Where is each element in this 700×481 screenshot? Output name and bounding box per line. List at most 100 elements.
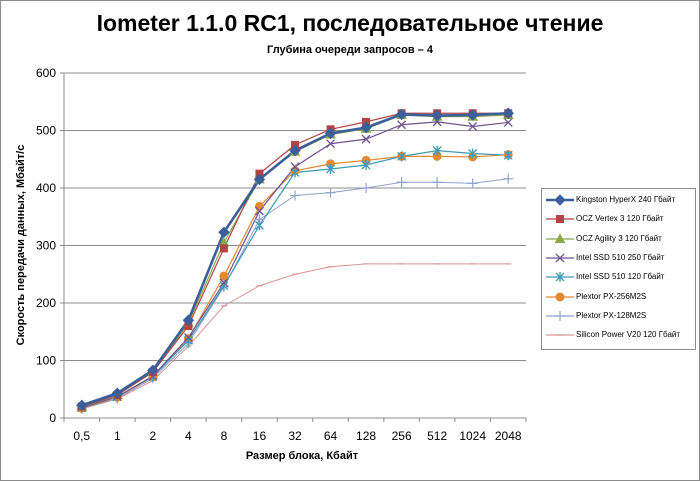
x-axis-label: Размер блока, Кбайт <box>245 450 359 462</box>
chart-subtitle: Глубина очереди запросов – 4 <box>267 44 433 56</box>
data-point <box>467 178 478 189</box>
data-point <box>503 150 513 161</box>
data-point <box>218 226 230 238</box>
legend-item: Plextor PX-256M2S <box>542 290 695 304</box>
legend-marker <box>554 194 566 206</box>
legend: Kingston HyperX 240 Гбайт OCZ Vertex 3 12… <box>541 188 696 350</box>
data-point <box>503 173 514 184</box>
x-tick-label: 64 <box>324 429 338 443</box>
y-tick-label: 0 <box>49 411 56 425</box>
x-tick-label: 16 <box>253 429 267 443</box>
data-point <box>76 399 88 412</box>
axes <box>60 72 527 422</box>
data-point <box>397 151 407 162</box>
y-tick-label: 300 <box>36 239 56 253</box>
legend-item: Plextor PX-128M2S <box>542 309 695 323</box>
data-point <box>254 201 264 211</box>
data-point <box>182 314 195 326</box>
data-point <box>290 162 300 172</box>
legend-marker <box>555 292 565 301</box>
data-point <box>255 206 264 216</box>
data-point <box>397 120 407 130</box>
legend-marker <box>555 272 565 283</box>
data-point <box>147 364 159 376</box>
series-line <box>81 114 509 408</box>
data-point <box>361 160 371 170</box>
y-axis-label: Скорость передачи данных, Мбайт/с <box>15 144 27 346</box>
legend-label: Plextor PX-128M2S <box>576 310 647 320</box>
legend-swatch <box>546 215 574 224</box>
x-tick-label: 4 <box>185 429 192 443</box>
data-point <box>219 278 229 288</box>
series-line <box>81 263 509 410</box>
data-point <box>468 148 478 159</box>
x-tick-label: 1024 <box>459 429 486 443</box>
data-point <box>183 333 193 342</box>
data-point <box>111 387 124 399</box>
data-point <box>432 145 442 156</box>
data-point <box>326 139 335 149</box>
data-point <box>326 164 335 175</box>
data-point <box>432 177 443 188</box>
legend-label: Plextor PX-256M2S <box>576 291 647 301</box>
x-tick-label: 0,5 <box>73 429 90 443</box>
legend-label: Intel SSD 510 120 Гбайт <box>576 272 665 282</box>
y-tick-label: 600 <box>36 66 56 80</box>
legend-marker <box>556 215 564 224</box>
y-tick-label: 100 <box>36 354 56 368</box>
legend-swatch <box>546 194 574 206</box>
data-point <box>289 144 301 157</box>
data-point <box>360 121 372 134</box>
legend-item: Intel SSD 510 120 Гбайт <box>542 270 695 284</box>
x-tick-label: 128 <box>356 429 376 443</box>
y-tick-label: 200 <box>36 296 56 310</box>
series-line <box>81 112 509 408</box>
x-tick-label: 2048 <box>495 429 522 443</box>
series-line <box>81 121 509 409</box>
data-point <box>255 220 264 231</box>
series-line <box>81 150 509 409</box>
data-point <box>466 109 479 121</box>
data-point <box>253 173 266 186</box>
x-tick-label: 512 <box>427 429 447 443</box>
chart-title: Iometer 1.1.0 RC1, последовательное чтен… <box>96 10 604 36</box>
data-point <box>219 244 228 253</box>
data-point <box>431 109 443 122</box>
series-lines <box>81 111 509 410</box>
legend-swatch <box>546 334 574 336</box>
legend-item: Kingston HyperX 240 Гбайт <box>542 193 695 207</box>
legend-swatch <box>546 233 574 243</box>
x-tick-label: 2 <box>150 429 157 443</box>
data-point <box>325 187 336 198</box>
data-point <box>324 127 337 140</box>
data-point <box>396 177 407 188</box>
x-tick-label: 256 <box>392 429 412 443</box>
series-markers <box>76 107 514 414</box>
x-tick-label: 32 <box>288 429 302 443</box>
legend-label: OCZ Agility 3 120 Гбайт <box>576 233 662 243</box>
data-point <box>361 183 372 193</box>
data-point <box>219 271 229 281</box>
data-point <box>503 117 513 127</box>
y-tick-label: 400 <box>36 181 56 195</box>
x-tick-label: 1 <box>114 429 121 443</box>
legend-label: Silicon Power V20 120 Гбайт <box>576 330 681 340</box>
y-tick-label: 500 <box>36 124 56 138</box>
x-tick-label: 8 <box>221 429 228 443</box>
tick-labels: 0 100 200 300 400 500 600 0,5 1 2 4 8 16 32 64 128 256 51… <box>36 66 522 443</box>
data-point <box>502 107 514 119</box>
legend-item: OCZ Vertex 3 120 Гбайт <box>542 212 695 226</box>
data-point <box>290 190 300 201</box>
data-point <box>468 122 478 131</box>
legend-marker <box>555 253 565 263</box>
legend-swatch <box>546 292 574 301</box>
legend-swatch <box>546 310 574 321</box>
legend-swatch <box>546 253 574 263</box>
legend-item: Intel SSD 510 250 Гбайт <box>542 251 695 265</box>
data-point <box>395 108 408 121</box>
legend-item: OCZ Agility 3 120 Гбайт <box>542 232 695 246</box>
legend-label: Kingston HyperX 240 Гбайт <box>576 195 676 204</box>
legend-marker <box>554 233 566 243</box>
data-point <box>361 134 371 144</box>
